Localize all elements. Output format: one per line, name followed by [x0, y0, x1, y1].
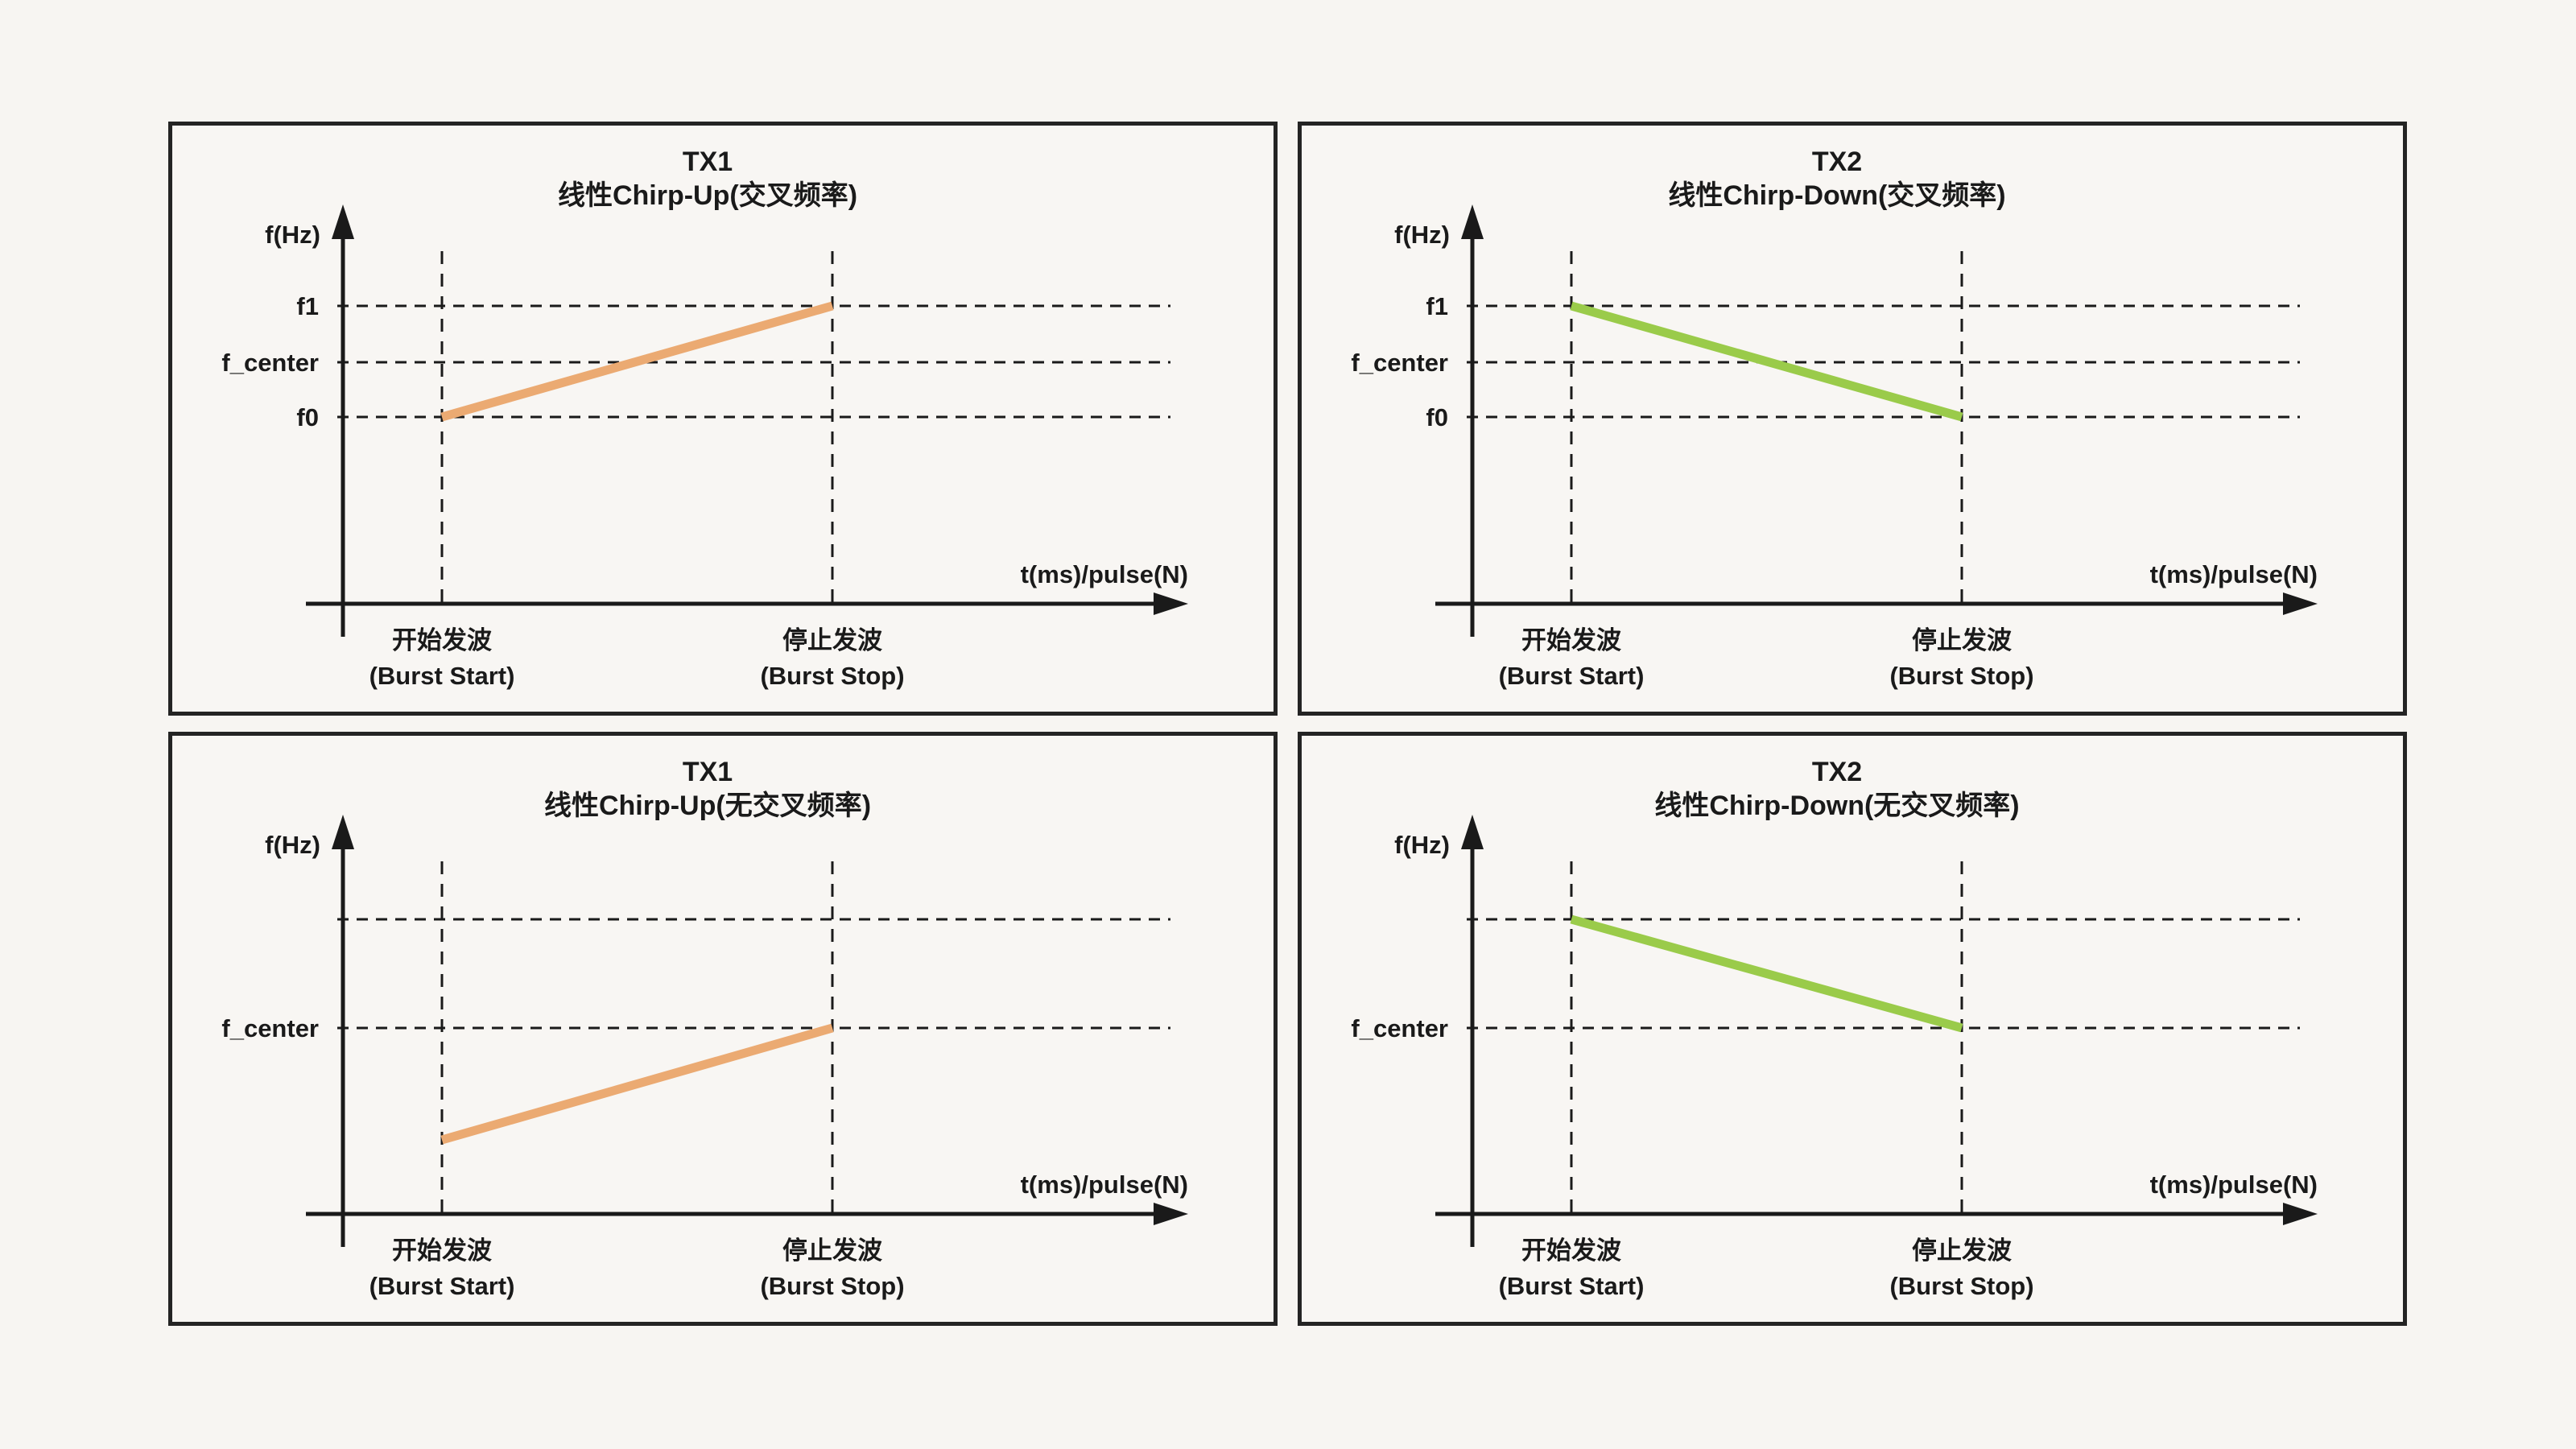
burst-stop-label-en: (Burst Stop) — [760, 1272, 904, 1300]
y-axis-label: f(Hz) — [1394, 221, 1450, 249]
x-axis-label: t(ms)/pulse(N) — [1021, 560, 1188, 588]
y-axis-label: f(Hz) — [265, 831, 320, 859]
chirp-panel-tx1-crossed: TX1 线性Chirp-Up(交叉频率) f(Hz) t(ms)/pulse(N… — [168, 122, 1278, 716]
y-tick-f1: f1 — [296, 292, 319, 320]
burst-stop-label-zh: 停止发波 — [1912, 626, 2012, 654]
chirp-up-line — [440, 301, 834, 422]
y-tick-f0: f0 — [296, 403, 319, 431]
panel-subtitle: 线性Chirp-Up(无交叉频率) — [544, 790, 871, 821]
chirp-up-line — [440, 1023, 834, 1145]
burst-stop-label-en: (Burst Stop) — [1889, 662, 2033, 690]
panel-title: TX2 — [1812, 757, 1862, 787]
burst-start-label-zh: 开始发波 — [1521, 1236, 1621, 1265]
panel-subtitle: 线性Chirp-Down(无交叉频率) — [1654, 790, 2019, 821]
burst-stop-label-zh: 停止发波 — [782, 626, 882, 654]
panel-subtitle: 线性Chirp-Up(交叉频率) — [558, 180, 857, 211]
burst-start-label-zh: 开始发波 — [392, 1236, 492, 1265]
x-axis-arrow — [1154, 1203, 1188, 1225]
panel-title: TX1 — [683, 147, 733, 177]
y-tick-f1: f1 — [1426, 292, 1448, 320]
x-axis-arrow — [1154, 592, 1188, 615]
burst-stop-label-zh: 停止发波 — [782, 1236, 882, 1265]
chirp-panel-tx2-crossed: TX2 线性Chirp-Down(交叉频率) f(Hz) t(ms)/pulse… — [1298, 122, 2407, 716]
y-tick-f-center: f_center — [1351, 349, 1448, 377]
chirp-down-line — [1570, 914, 1963, 1033]
burst-start-label-zh: 开始发波 — [1521, 626, 1621, 654]
panel-title: TX1 — [683, 757, 733, 787]
y-axis-label: f(Hz) — [1394, 831, 1450, 859]
y-axis-arrow — [1461, 815, 1484, 849]
y-axis-arrow — [332, 815, 354, 849]
x-axis-arrow — [2283, 592, 2318, 615]
panel-subtitle: 线性Chirp-Down(交叉频率) — [1668, 180, 2005, 211]
burst-stop-label-en: (Burst Stop) — [760, 662, 904, 690]
y-tick-f0: f0 — [1426, 403, 1448, 431]
burst-stop-label-en: (Burst Stop) — [1889, 1272, 2033, 1300]
chirp-plot: TX2 线性Chirp-Down(交叉频率) f(Hz) t(ms)/pulse… — [1351, 147, 2318, 690]
x-axis-label: t(ms)/pulse(N) — [2150, 1170, 2318, 1199]
y-axis-label: f(Hz) — [265, 221, 320, 249]
y-tick-f-center: f_center — [221, 349, 319, 377]
burst-start-label-zh: 开始发波 — [392, 626, 492, 654]
chirp-panel-tx2-noncrossed: TX2 线性Chirp-Down(无交叉频率) f(Hz) t(ms)/puls… — [1298, 732, 2407, 1326]
chirp-panel-tx1-noncrossed: TX1 线性Chirp-Up(无交叉频率) f(Hz) t(ms)/pulse(… — [168, 732, 1278, 1326]
y-tick-f-center: f_center — [221, 1014, 319, 1042]
y-axis-arrow — [332, 204, 354, 239]
chirp-plot: TX1 线性Chirp-Up(无交叉频率) f(Hz) t(ms)/pulse(… — [221, 757, 1188, 1300]
x-axis-label: t(ms)/pulse(N) — [2150, 560, 2318, 588]
chirp-down-line — [1570, 301, 1963, 422]
burst-stop-label-zh: 停止发波 — [1912, 1236, 2012, 1265]
burst-start-label-en: (Burst Start) — [369, 662, 515, 690]
x-axis-label: t(ms)/pulse(N) — [1021, 1170, 1188, 1199]
y-axis-arrow — [1461, 204, 1484, 239]
burst-start-label-en: (Burst Start) — [369, 1272, 515, 1300]
burst-start-label-en: (Burst Start) — [1499, 1272, 1645, 1300]
burst-start-label-en: (Burst Start) — [1499, 662, 1645, 690]
chirp-plot: TX1 线性Chirp-Up(交叉频率) f(Hz) t(ms)/pulse(N… — [221, 147, 1188, 690]
y-tick-f-center: f_center — [1351, 1014, 1448, 1042]
x-axis-arrow — [2283, 1203, 2318, 1225]
chirp-plot: TX2 线性Chirp-Down(无交叉频率) f(Hz) t(ms)/puls… — [1351, 757, 2318, 1300]
panel-title: TX2 — [1812, 147, 1862, 177]
